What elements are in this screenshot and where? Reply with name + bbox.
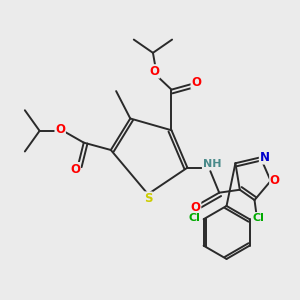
Text: O: O (149, 65, 159, 78)
Text: S: S (144, 192, 152, 205)
Text: N: N (260, 151, 269, 164)
Text: O: O (270, 174, 280, 188)
Text: NH: NH (202, 159, 221, 169)
Text: O: O (70, 163, 80, 176)
Text: Cl: Cl (252, 213, 264, 223)
Text: O: O (190, 201, 201, 214)
Text: O: O (55, 123, 65, 136)
Text: O: O (191, 76, 201, 89)
Text: Cl: Cl (189, 213, 201, 223)
